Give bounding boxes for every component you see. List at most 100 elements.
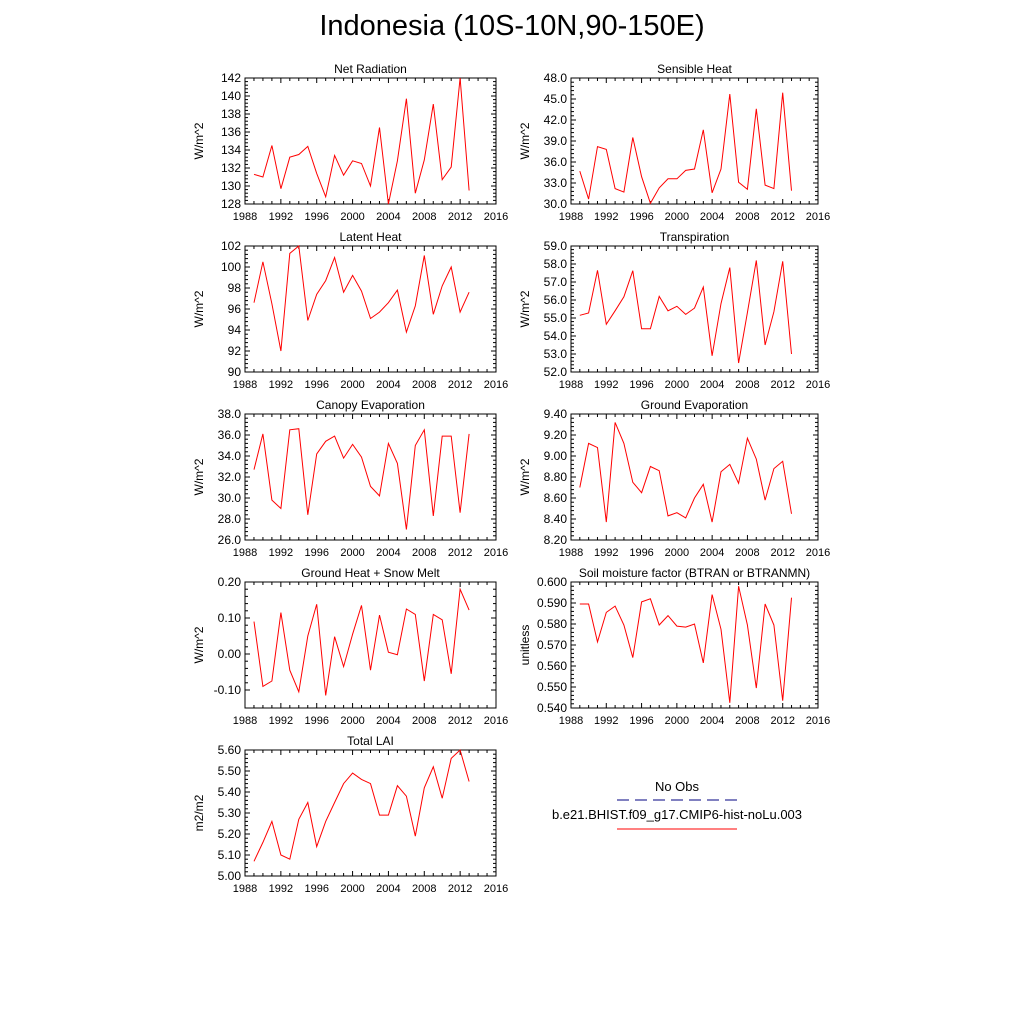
y-axis-label: W/m^2 (192, 626, 206, 663)
y-tick-label: 0.580 (537, 617, 567, 631)
panel-title: Net Radiation (334, 62, 407, 76)
panel-1: Sensible Heat W/m^2 30.0 33.0 36.0 39.0 42.0 45… (518, 62, 830, 223)
y-tick-label: 94 (228, 323, 242, 337)
y-tick-label: 26.0 (218, 533, 242, 547)
y-tick-label: 100 (221, 260, 241, 274)
x-tick-label: 1992 (594, 379, 618, 391)
x-tick-label: 2008 (412, 211, 436, 223)
y-tick-label: 33.0 (544, 176, 568, 190)
x-tick-label: 2008 (412, 715, 436, 727)
x-tick-label: 2004 (700, 547, 724, 559)
x-tick-label: 2004 (700, 379, 724, 391)
x-tick-label: 2000 (340, 379, 364, 391)
y-tick-label: 0.600 (537, 575, 567, 589)
y-tick-label: 0.560 (537, 659, 567, 673)
x-tick-label: 2000 (665, 211, 689, 223)
x-tick-label: 2012 (448, 883, 472, 895)
y-tick-label: 36.0 (218, 428, 242, 442)
y-tick-label: 5.00 (218, 869, 242, 883)
x-tick-label: 2008 (412, 379, 436, 391)
x-tick-label: 1988 (233, 883, 257, 895)
x-tick-label: 2012 (770, 547, 794, 559)
x-tick-label: 2016 (806, 211, 830, 223)
y-tick-label: 0.550 (537, 680, 567, 694)
x-tick-label: 2004 (376, 379, 400, 391)
x-tick-label: 1988 (559, 547, 583, 559)
x-tick-label: 1996 (629, 379, 653, 391)
x-tick-label: 1988 (233, 715, 257, 727)
y-tick-label: 130 (221, 179, 241, 193)
y-tick-label: 53.0 (544, 347, 568, 361)
y-tick-label: 32.0 (218, 470, 242, 484)
y-tick-label: 138 (221, 107, 241, 121)
x-tick-label: 2000 (665, 715, 689, 727)
x-tick-label: 2016 (806, 715, 830, 727)
x-tick-label: 2016 (806, 547, 830, 559)
x-tick-label: 1996 (304, 379, 328, 391)
panel-title: Latent Heat (339, 230, 402, 244)
panel-title: Soil moisture factor (BTRAN or BTRANMN) (579, 566, 810, 580)
x-tick-label: 2016 (484, 883, 508, 895)
y-axis-label: W/m^2 (518, 290, 532, 327)
x-tick-label: 2012 (770, 715, 794, 727)
y-tick-label: 55.0 (544, 311, 568, 325)
series-line (253, 749, 470, 862)
y-tick-label: 38.0 (218, 407, 242, 421)
legend-model-line (617, 828, 737, 830)
y-tick-label: 92 (228, 344, 242, 358)
x-tick-label: 2012 (448, 547, 472, 559)
y-tick-label: 128 (221, 197, 241, 211)
panel-title: Total LAI (347, 734, 394, 748)
y-tick-label: 5.20 (218, 827, 242, 841)
y-tick-label: 58.0 (544, 257, 568, 271)
x-tick-label: 2008 (412, 883, 436, 895)
x-tick-label: 2004 (376, 715, 400, 727)
x-tick-label: 2000 (665, 547, 689, 559)
x-tick-label: 1992 (269, 715, 293, 727)
series-line (579, 586, 792, 703)
legend-obs-label: No Obs (654, 779, 700, 794)
series-line (579, 260, 792, 364)
y-tick-label: 30.0 (544, 197, 568, 211)
x-tick-label: 2004 (700, 211, 724, 223)
series-line (579, 422, 792, 523)
panel-5: Ground Evaporation W/m^2 8.20 8.40 8.60 8.80 9… (518, 398, 830, 559)
x-tick-label: 2008 (735, 547, 759, 559)
x-tick-label: 2000 (340, 715, 364, 727)
y-tick-label: 52.0 (544, 365, 568, 379)
x-tick-label: 1996 (304, 883, 328, 895)
x-tick-label: 1996 (304, 547, 328, 559)
figure-title: Indonesia (10S-10N,90-150E) (319, 10, 705, 42)
plot-frame (570, 413, 819, 541)
y-tick-label: 54.0 (544, 329, 568, 343)
y-tick-label: 102 (221, 239, 241, 253)
y-tick-label: 0.540 (537, 701, 567, 715)
x-tick-label: 2012 (448, 715, 472, 727)
y-tick-label: 56.0 (544, 293, 568, 307)
x-tick-label: 1992 (269, 883, 293, 895)
y-tick-label: 59.0 (544, 239, 568, 253)
panel-title: Sensible Heat (657, 62, 732, 76)
x-tick-label: 2000 (340, 883, 364, 895)
x-tick-label: 2004 (376, 211, 400, 223)
x-tick-label: 2000 (340, 211, 364, 223)
y-tick-label: 30.0 (218, 491, 242, 505)
x-tick-label: 2012 (770, 211, 794, 223)
y-tick-label: 136 (221, 125, 241, 139)
x-tick-label: 2016 (484, 547, 508, 559)
y-axis-label: W/m^2 (518, 122, 532, 159)
y-tick-label: 134 (221, 143, 241, 157)
x-tick-label: 1992 (269, 379, 293, 391)
x-tick-label: 2004 (700, 715, 724, 727)
y-axis-label: m2/m2 (192, 794, 206, 831)
panel-2: Latent Heat W/m^2 90 92 94 96 98 100 102 1988 1992… (192, 230, 508, 391)
x-tick-label: 2012 (448, 379, 472, 391)
y-tick-label: 8.20 (544, 533, 568, 547)
x-tick-label: 2016 (806, 379, 830, 391)
x-tick-label: 1988 (559, 715, 583, 727)
y-tick-label: 5.10 (218, 848, 242, 862)
x-tick-label: 1996 (629, 715, 653, 727)
x-tick-label: 1988 (233, 379, 257, 391)
y-tick-label: 0.10 (218, 611, 242, 625)
